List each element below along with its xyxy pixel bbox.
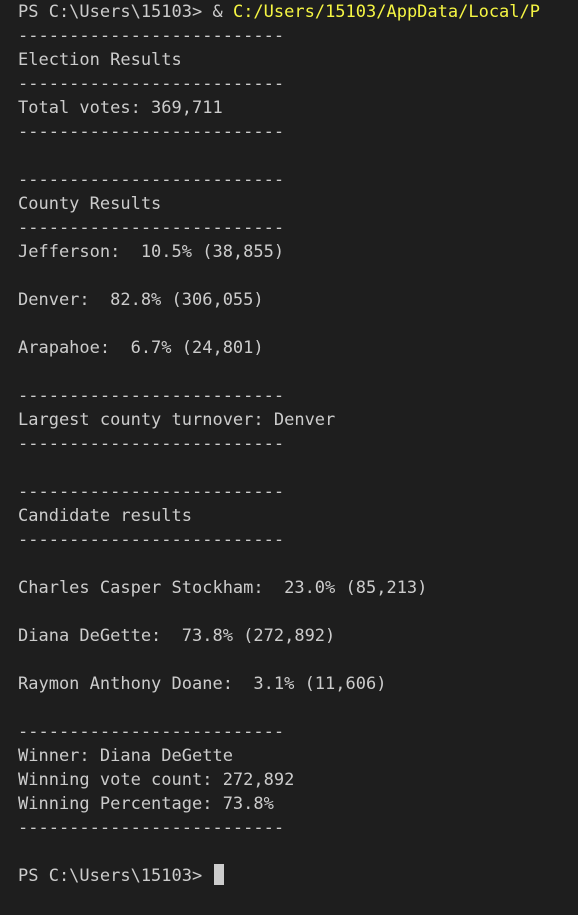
divider: -------------------------- — [18, 170, 285, 190]
blank-line — [18, 696, 578, 720]
divider: -------------------------- — [18, 122, 285, 142]
winning-vote-count: Winning vote count: 272,892 — [18, 770, 295, 790]
blank-line — [18, 552, 578, 576]
prompt-text: PS C:\Users\15103> — [18, 2, 213, 22]
divider: -------------------------- — [18, 482, 285, 502]
results-title: Election Results — [18, 50, 182, 70]
county-result-arapahoe: Arapahoe: 6.7% (24,801) — [18, 338, 264, 358]
blank-line — [18, 360, 578, 384]
county-header: County Results — [18, 194, 162, 214]
county-result-jefferson: Jefferson: 10.5% (38,855) — [18, 242, 285, 262]
blank-line — [18, 144, 578, 168]
candidate-result-degette: Diana DeGette: 73.8% (272,892) — [18, 626, 336, 646]
winner-name: Winner: Diana DeGette — [18, 746, 233, 766]
largest-county: Largest county turnover: Denver — [18, 410, 336, 430]
blank-line — [18, 264, 578, 288]
divider: -------------------------- — [18, 74, 285, 94]
divider: -------------------------- — [18, 818, 285, 838]
text-cursor — [214, 864, 225, 885]
command-line: PS C:\Users\15103> & C:/Users/15103/AppD… — [18, 0, 578, 24]
total-votes: Total votes: 369,711 — [18, 98, 223, 118]
blank-line — [18, 840, 578, 864]
blank-line — [18, 312, 578, 336]
command-ampersand: & — [212, 2, 233, 22]
command-path: C:/Users/15103/AppData/Local/P — [232, 2, 540, 22]
divider: -------------------------- — [18, 530, 285, 550]
blank-line — [18, 600, 578, 624]
candidate-header: Candidate results — [18, 506, 192, 526]
prompt-text: PS C:\Users\15103> — [18, 866, 213, 886]
divider: -------------------------- — [18, 434, 285, 454]
final-prompt-line[interactable]: PS C:\Users\15103> — [18, 864, 578, 888]
candidate-result-doane: Raymon Anthony Doane: 3.1% (11,606) — [18, 674, 387, 694]
candidate-result-stockham: Charles Casper Stockham: 23.0% (85,213) — [18, 578, 428, 598]
divider: -------------------------- — [18, 26, 285, 46]
county-result-denver: Denver: 82.8% (306,055) — [18, 290, 264, 310]
divider: -------------------------- — [18, 386, 285, 406]
blank-line — [18, 456, 578, 480]
winning-percentage: Winning Percentage: 73.8% — [18, 794, 274, 814]
blank-line — [18, 648, 578, 672]
divider: -------------------------- — [18, 218, 285, 238]
divider: -------------------------- — [18, 722, 285, 742]
